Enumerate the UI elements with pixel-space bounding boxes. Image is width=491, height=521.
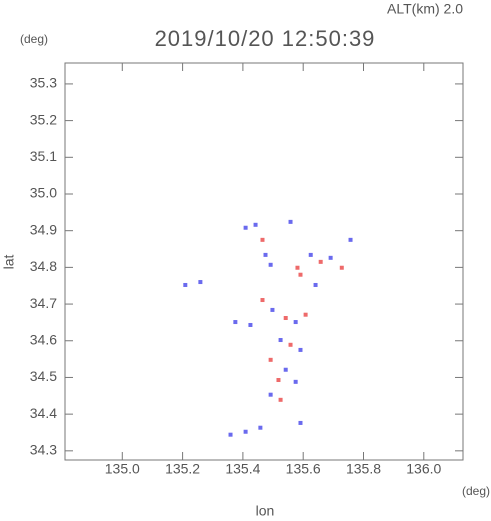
x-axis-label: lon <box>256 503 275 519</box>
x-tick-label: 135.2 <box>165 461 200 477</box>
radar-point <box>253 222 258 227</box>
radar-point <box>308 252 313 257</box>
radar-point <box>248 322 253 327</box>
radar-point <box>243 225 248 230</box>
radar-point <box>270 307 275 312</box>
radar-point <box>278 397 283 402</box>
radar-point <box>339 265 344 270</box>
radar-point <box>268 357 273 362</box>
radar-point <box>233 320 238 325</box>
altitude-label: ALT(km) 2.0 <box>387 1 463 17</box>
radar-point <box>258 425 263 430</box>
x-tick-label: 136.0 <box>406 461 441 477</box>
x-unit: (deg) <box>462 484 490 498</box>
y-tick-label: 34.9 <box>30 221 57 237</box>
radar-point <box>295 265 300 270</box>
radar-point <box>283 367 288 372</box>
y-tick-label: 35.3 <box>30 75 57 91</box>
radar-point <box>348 237 353 242</box>
radar-point <box>298 347 303 352</box>
radar-point <box>268 262 273 267</box>
radar-point <box>298 272 303 277</box>
radar-point <box>293 320 298 325</box>
radar-point <box>260 298 265 303</box>
y-tick-label: 35.0 <box>30 185 57 201</box>
x-tick-label: 135.4 <box>225 461 260 477</box>
chart-title: 2019/10/20 12:50:39 <box>155 26 376 51</box>
radar-point <box>276 378 281 383</box>
radar-point <box>303 312 308 317</box>
y-tick-label: 34.5 <box>30 368 57 384</box>
radar-point <box>288 219 293 224</box>
radar-point <box>278 338 283 343</box>
y-tick-label: 35.2 <box>30 111 57 127</box>
radar-point <box>298 420 303 425</box>
y-tick-label: 35.1 <box>30 148 57 164</box>
radar-point <box>183 282 188 287</box>
radar-point <box>260 237 265 242</box>
radar-point <box>318 259 323 264</box>
y-tick-label: 34.8 <box>30 258 57 274</box>
y-tick-label: 34.4 <box>30 405 57 421</box>
y-unit: (deg) <box>20 32 48 46</box>
radar-point <box>228 432 233 437</box>
y-tick-label: 34.3 <box>30 442 57 458</box>
radar-point <box>283 316 288 321</box>
radar-point <box>268 392 273 397</box>
x-tick-label: 135.0 <box>105 461 140 477</box>
y-tick-label: 34.7 <box>30 295 57 311</box>
y-tick-label: 34.6 <box>30 331 57 347</box>
x-tick-label: 135.6 <box>286 461 321 477</box>
radar-point <box>263 252 268 257</box>
y-axis-label: lat <box>1 255 17 270</box>
radar-point <box>328 255 333 260</box>
radar-point <box>288 342 293 347</box>
x-tick-label: 135.8 <box>346 461 381 477</box>
plot-frame <box>64 62 464 461</box>
radar-point <box>293 379 298 384</box>
radar-point <box>313 282 318 287</box>
radar-point <box>198 280 203 285</box>
radar-point <box>243 429 248 434</box>
